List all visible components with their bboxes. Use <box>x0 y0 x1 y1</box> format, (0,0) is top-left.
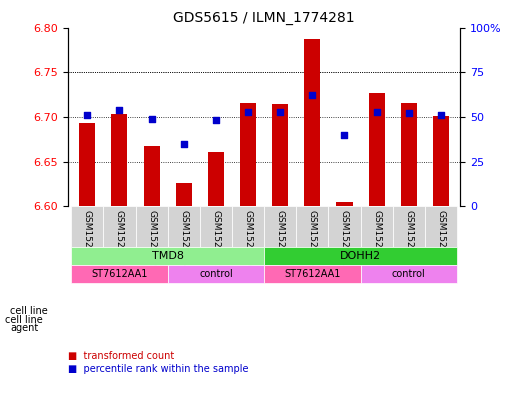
Text: control: control <box>199 269 233 279</box>
Text: cell line: cell line <box>5 315 43 325</box>
Text: GSM1527305: GSM1527305 <box>211 210 220 271</box>
Text: ST7612AA1: ST7612AA1 <box>91 269 147 279</box>
FancyBboxPatch shape <box>328 206 360 247</box>
Bar <box>208 152 224 206</box>
Bar <box>369 93 385 206</box>
Text: GSM1527307: GSM1527307 <box>83 210 92 271</box>
FancyBboxPatch shape <box>104 206 135 247</box>
Point <box>405 110 413 116</box>
Point <box>276 108 285 115</box>
Text: GSM1527306: GSM1527306 <box>244 210 253 271</box>
Text: GSM1527308: GSM1527308 <box>115 210 124 271</box>
Text: GSM1527311: GSM1527311 <box>404 210 413 271</box>
FancyBboxPatch shape <box>71 265 168 283</box>
Text: cell line: cell line <box>10 306 48 316</box>
Point <box>83 112 92 118</box>
Point <box>212 118 220 124</box>
Text: GSM1527314: GSM1527314 <box>308 210 317 271</box>
Point <box>437 112 445 118</box>
Text: ST7612AA1: ST7612AA1 <box>284 269 340 279</box>
Text: GSM1527309: GSM1527309 <box>147 210 156 271</box>
FancyBboxPatch shape <box>200 206 232 247</box>
Text: GSM1527310: GSM1527310 <box>372 210 381 271</box>
FancyBboxPatch shape <box>393 206 425 247</box>
Text: control: control <box>392 269 426 279</box>
FancyBboxPatch shape <box>360 206 393 247</box>
FancyBboxPatch shape <box>264 265 360 283</box>
Bar <box>176 183 192 206</box>
Bar <box>79 123 95 206</box>
Bar <box>143 145 160 206</box>
Point <box>308 92 316 99</box>
Bar <box>272 103 288 206</box>
FancyBboxPatch shape <box>71 247 264 265</box>
FancyBboxPatch shape <box>360 265 457 283</box>
Bar <box>336 202 353 206</box>
Text: agent: agent <box>10 323 39 333</box>
Text: TMD8: TMD8 <box>152 251 184 261</box>
Text: GSM1527315: GSM1527315 <box>340 210 349 271</box>
Bar <box>433 116 449 206</box>
Bar <box>111 114 128 206</box>
FancyBboxPatch shape <box>425 206 457 247</box>
Text: ■  transformed count: ■ transformed count <box>68 351 174 361</box>
Text: GSM1527313: GSM1527313 <box>276 210 285 271</box>
Point <box>372 108 381 115</box>
Point <box>147 116 156 122</box>
Text: DOHH2: DOHH2 <box>340 251 381 261</box>
FancyBboxPatch shape <box>135 206 168 247</box>
Point <box>340 132 349 138</box>
Text: GSM1527312: GSM1527312 <box>437 210 446 271</box>
Text: ■  percentile rank within the sample: ■ percentile rank within the sample <box>68 364 248 375</box>
Bar <box>240 103 256 206</box>
FancyBboxPatch shape <box>264 247 457 265</box>
Point <box>244 108 252 115</box>
Bar <box>304 39 321 206</box>
Title: GDS5615 / ILMN_1774281: GDS5615 / ILMN_1774281 <box>173 11 355 25</box>
Point <box>115 107 123 113</box>
FancyBboxPatch shape <box>71 206 104 247</box>
FancyBboxPatch shape <box>232 206 264 247</box>
FancyBboxPatch shape <box>264 206 296 247</box>
FancyBboxPatch shape <box>168 265 264 283</box>
Bar <box>401 103 417 206</box>
FancyBboxPatch shape <box>168 206 200 247</box>
FancyBboxPatch shape <box>296 206 328 247</box>
Text: GSM1527304: GSM1527304 <box>179 210 188 271</box>
Point <box>179 141 188 147</box>
